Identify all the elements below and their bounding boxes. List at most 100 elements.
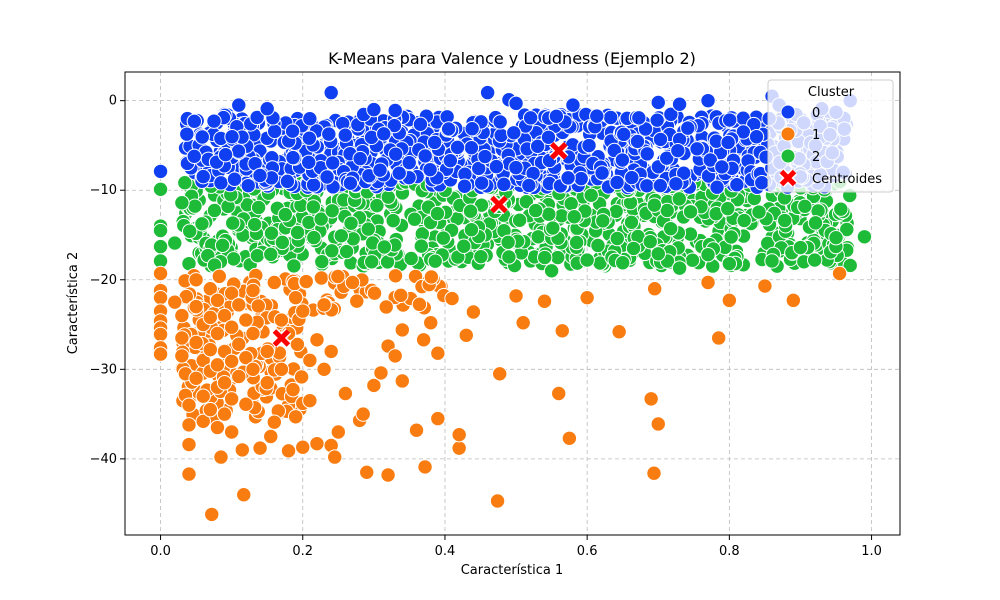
cluster-2-point (828, 229, 844, 246)
cluster-0-point (285, 149, 301, 166)
cluster-1-point (489, 493, 506, 509)
cluster-1-point (211, 268, 228, 285)
cluster-0-point (426, 134, 443, 151)
cluster-0-point (186, 148, 202, 165)
cluster-0-point (508, 95, 524, 112)
cluster-1-point (285, 381, 301, 398)
cluster-0-point (521, 177, 537, 194)
cluster-2-point (511, 212, 528, 228)
cluster-1-point (236, 487, 252, 503)
cluster-0-point (231, 97, 247, 113)
cluster-2-point (833, 201, 849, 217)
cluster-2-point (806, 252, 823, 268)
cluster-0-point (240, 177, 256, 194)
cluster-0-point (676, 165, 692, 181)
cluster-0-point (540, 129, 557, 145)
cluster-2-point (403, 250, 419, 267)
cluster-2-point (723, 229, 739, 245)
cluster-1-point (316, 361, 332, 378)
cluster-1-point (394, 373, 410, 389)
cluster-2-point (650, 246, 666, 262)
cluster-2-point (313, 211, 329, 227)
cluster-0-point (729, 177, 745, 193)
cluster-2-point (406, 211, 423, 227)
cluster-1-point (238, 349, 254, 366)
cluster-0-point (224, 129, 240, 145)
cluster-0-point (388, 146, 404, 162)
cluster-1-point (209, 292, 226, 309)
cluster-0-point (529, 138, 546, 155)
cluster-2-point (527, 202, 544, 219)
cluster-2-point (152, 181, 169, 198)
legend-marker-x (778, 168, 798, 188)
legend-title: Cluster (808, 85, 855, 100)
cluster-0-point (226, 171, 243, 187)
y-tick-label: −10 (90, 183, 117, 198)
cluster-1-point (245, 325, 261, 342)
cluster-1-point (355, 406, 371, 422)
cluster-1-point (646, 465, 662, 481)
cluster-2-point (646, 197, 663, 213)
cluster-2-point (776, 212, 793, 229)
cluster-0-point (302, 111, 318, 127)
legend-label: 2 (812, 150, 820, 165)
plot-frame (124, 71, 901, 536)
cluster-1-point (423, 315, 439, 331)
cluster-0-point (323, 84, 339, 101)
cluster-1-point (349, 293, 365, 309)
cluster-0-point (456, 178, 473, 194)
cluster-0-point (342, 175, 359, 191)
cluster-1-point (394, 322, 410, 338)
cluster-0-point (376, 126, 392, 142)
centroid-stroke (272, 329, 291, 347)
cluster-1-point (647, 281, 663, 297)
cluster-1-point (181, 436, 197, 453)
cluster-1-point (302, 352, 318, 369)
cluster-1-point (245, 282, 261, 299)
cluster-0-point (179, 126, 195, 142)
cluster-0-point (748, 129, 765, 145)
cluster-0-point (506, 125, 522, 141)
legend-label: 1 (812, 128, 820, 143)
cluster-1-point (202, 341, 219, 358)
cluster-1-point (293, 369, 310, 385)
cluster-0-point (659, 150, 675, 166)
y-tick-label: 0 (109, 94, 117, 109)
cluster-2-point (376, 239, 393, 255)
cluster-2-point (659, 202, 675, 219)
cluster-0-point (152, 163, 169, 180)
cluster-0-point (401, 154, 417, 171)
cluster-0-point (602, 109, 619, 126)
cluster-0-point (508, 159, 524, 176)
cluster-1-point (430, 410, 446, 427)
cluster-1-point (202, 401, 219, 418)
x-tick-label: 0.6 (577, 544, 598, 559)
cluster-1-point (223, 353, 240, 369)
cluster-1-point (298, 273, 314, 290)
cluster-0-point (594, 165, 610, 181)
cluster-2-point (305, 199, 322, 215)
cluster-0-point (496, 176, 512, 193)
cluster-1-point (263, 428, 279, 445)
cluster-1-point (188, 298, 204, 315)
cluster-1-point (259, 375, 275, 391)
cluster-1-point (231, 368, 247, 385)
cluster-0-point (754, 175, 770, 191)
cluster-1-point (231, 336, 247, 352)
cluster-2-point (456, 238, 472, 254)
cluster-1-point (373, 365, 389, 381)
cluster-1-point (359, 464, 375, 481)
cluster-0-point (471, 160, 487, 177)
cluster-0-point (668, 176, 684, 192)
cluster-2-point (324, 243, 340, 259)
cluster-0-point (702, 152, 718, 168)
cluster-2-point (152, 222, 169, 239)
cluster-2-point (333, 228, 349, 244)
cluster-1-point (181, 397, 197, 413)
cluster-1-point (223, 424, 240, 440)
cluster-2-point (182, 223, 198, 239)
cluster-2-point (500, 234, 516, 251)
cluster-0-point (709, 179, 725, 195)
cluster-0-point (609, 174, 625, 191)
cluster-2-point (187, 198, 203, 214)
